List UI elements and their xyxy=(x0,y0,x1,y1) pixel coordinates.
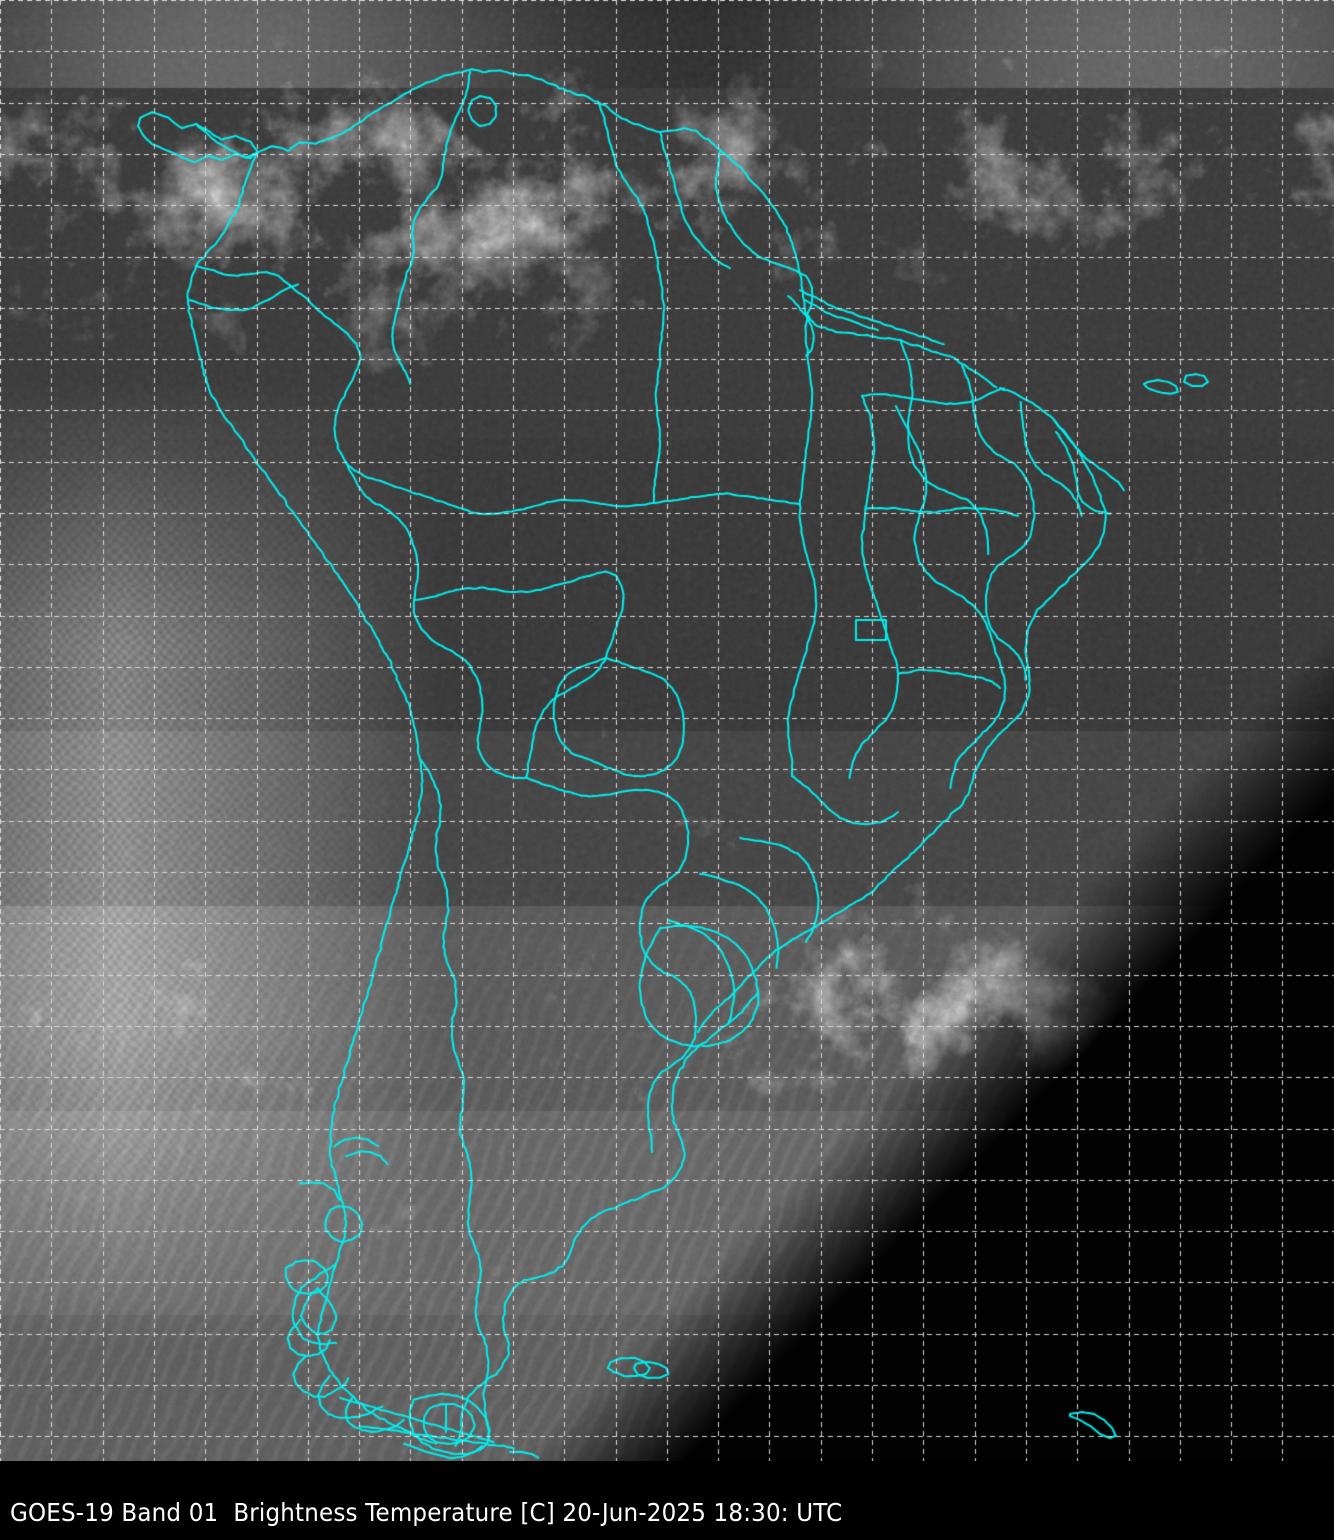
product-caption: GOES-19 Band 01 Brightness Temperature [… xyxy=(10,1498,843,1527)
satellite-raster xyxy=(0,0,1334,1461)
caption-bar: GOES-19 Band 01 Brightness Temperature [… xyxy=(0,1461,1334,1540)
latlon-graticule xyxy=(0,0,1334,1461)
